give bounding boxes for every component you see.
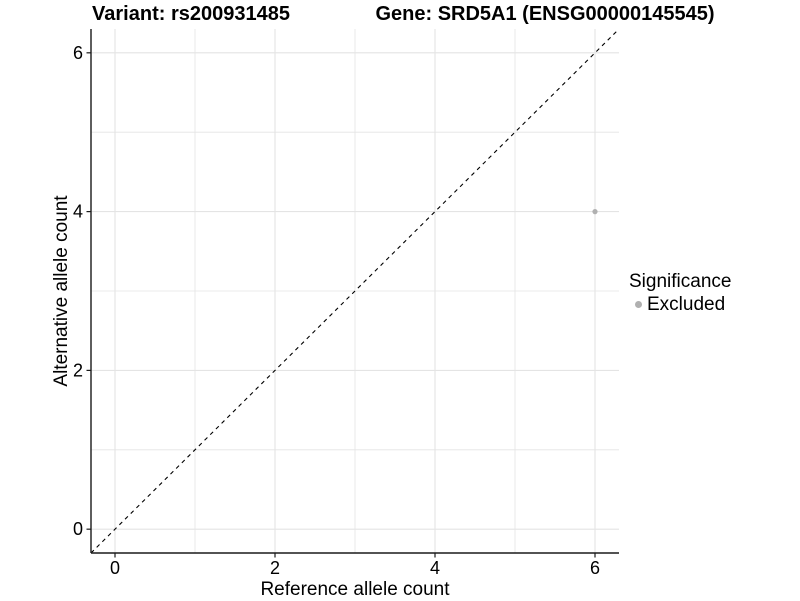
y-tick-label: 4 <box>73 202 83 222</box>
y-tick-label: 0 <box>73 519 83 539</box>
legend-item-label: Excluded <box>647 294 726 315</box>
excluded-marker-dot-icon <box>635 301 642 308</box>
plot-title-gene: Gene: SRD5A1 (ENSG00000145545) <box>375 3 715 25</box>
legend-item-excluded: Excluded <box>629 294 731 315</box>
data-point-excluded <box>592 209 598 215</box>
x-tick-label: 0 <box>110 558 120 578</box>
y-axis-title: Alternative allele count <box>51 195 72 387</box>
x-tick-label: 2 <box>270 558 280 578</box>
legend-title: Significance <box>629 271 732 292</box>
identity-dashed-line <box>90 28 620 554</box>
x-tick-label: 4 <box>430 558 440 578</box>
plot-title-variant: Variant: rs200931485 <box>92 3 290 25</box>
legend: Significance Excluded <box>629 271 731 315</box>
x-axis-title: Reference allele count <box>260 579 450 600</box>
x-tick-label: 6 <box>590 558 600 578</box>
y-tick-label: 6 <box>73 43 83 63</box>
y-tick-label: 2 <box>73 360 83 380</box>
